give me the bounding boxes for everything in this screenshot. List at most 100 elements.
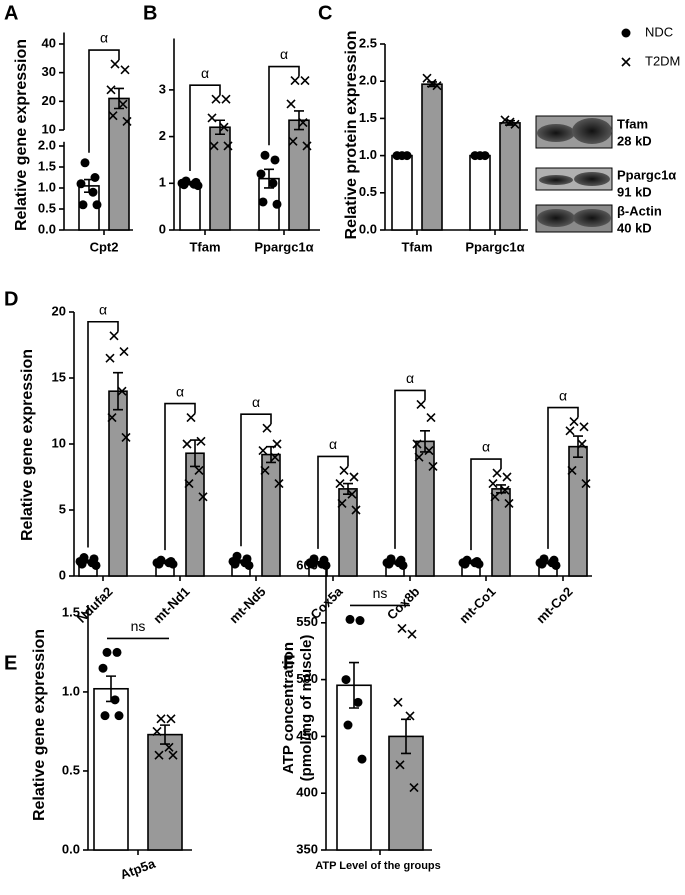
y-tick-label: 1 — [159, 175, 166, 190]
blot-band — [539, 175, 573, 185]
panel-letter: F — [283, 652, 295, 674]
data-point — [122, 116, 132, 126]
data-point — [460, 559, 470, 569]
bar — [288, 119, 310, 231]
data-point — [211, 94, 221, 104]
data-point — [349, 472, 359, 482]
bar — [261, 453, 281, 577]
data-point — [154, 750, 164, 760]
y-tick-label: 1.0 — [38, 179, 56, 194]
bar — [179, 182, 201, 231]
data-point — [244, 560, 254, 570]
significance-bracket — [394, 389, 426, 549]
y-tick-label: 1.0 — [359, 147, 377, 162]
y-tick-label: 1.0 — [62, 683, 80, 698]
data-point — [339, 465, 349, 475]
significance-label: α — [280, 46, 288, 62]
data-point — [274, 479, 284, 489]
data-point — [416, 399, 426, 409]
data-point — [567, 465, 577, 475]
bar — [209, 126, 231, 231]
y-axis-label: Relative protein expression — [343, 31, 360, 240]
data-point — [194, 465, 204, 475]
data-point — [302, 141, 312, 151]
data-point — [198, 492, 208, 502]
y-tick-label: 350 — [296, 841, 318, 856]
data-point — [118, 99, 128, 109]
data-point — [156, 714, 166, 724]
data-point — [351, 505, 361, 515]
data-point — [427, 78, 437, 88]
data-point — [117, 386, 127, 396]
data-point — [193, 181, 203, 191]
y-tick-label: 1.5 — [359, 110, 377, 125]
panel-letter: C — [318, 2, 332, 24]
significance-label: α — [100, 30, 108, 46]
data-point — [166, 714, 176, 724]
data-point — [551, 560, 561, 570]
y-tick-label: 2.0 — [359, 73, 377, 88]
y-tick-label: 0.0 — [62, 841, 80, 856]
significance-label: α — [406, 370, 414, 386]
panel-letter: E — [4, 652, 17, 674]
data-point — [110, 695, 120, 705]
data-point — [343, 720, 353, 730]
y-axis-label: Relative gene expression — [31, 629, 48, 821]
y-tick-label: 600 — [296, 557, 318, 572]
blot-label: β-Actin — [617, 203, 662, 218]
data-point — [565, 426, 575, 436]
data-point — [500, 115, 510, 125]
y-axis-label: Relative gene expression — [19, 349, 36, 541]
x-tick-label: Ppargc1α — [254, 239, 313, 254]
panel-letter: B — [143, 2, 157, 24]
data-point — [397, 623, 407, 634]
x-tick-label: Cpt2 — [90, 239, 119, 254]
blot-band — [572, 118, 612, 144]
y-tick-label: 3 — [159, 81, 166, 96]
y-tick-label: 0 — [159, 221, 166, 236]
bar — [336, 684, 372, 851]
data-point — [121, 432, 131, 442]
data-point — [414, 452, 424, 462]
bar — [147, 733, 183, 851]
bar — [391, 154, 413, 231]
error-bar — [113, 371, 123, 411]
y-tick-label: 5 — [59, 501, 66, 516]
data-point — [119, 347, 129, 357]
panel-letter: D — [4, 288, 18, 310]
data-point — [223, 141, 233, 151]
data-point — [272, 199, 282, 209]
data-point — [105, 353, 115, 363]
x-tick-label: Atp5a — [118, 856, 158, 883]
data-point — [270, 155, 280, 165]
data-point — [114, 711, 124, 721]
data-point — [179, 180, 189, 190]
data-point — [107, 413, 117, 423]
data-point — [91, 560, 101, 570]
data-point — [577, 439, 587, 449]
data-point — [98, 663, 108, 673]
data-point — [307, 559, 317, 569]
data-point — [260, 150, 270, 160]
legend-label: T2DM — [645, 53, 680, 68]
y-tick-label: 2 — [159, 128, 166, 143]
data-point — [256, 169, 266, 179]
error-bar — [215, 119, 225, 136]
data-point — [424, 446, 434, 456]
data-point — [502, 472, 512, 482]
significance-bracket — [317, 455, 349, 549]
x-tick-label: mt-Nd5 — [226, 584, 268, 626]
significance-bracket — [470, 458, 502, 551]
significance-bracket — [87, 320, 119, 548]
data-point — [581, 479, 591, 489]
significance-bracket — [164, 402, 196, 551]
data-point — [357, 754, 367, 764]
data-point — [355, 616, 365, 626]
data-point — [154, 559, 164, 569]
y-tick-label: 400 — [296, 785, 318, 800]
y-tick-label: 550 — [296, 614, 318, 629]
y-tick-label: 1.5 — [62, 604, 80, 619]
data-point — [164, 742, 174, 752]
y-tick-label: 0 — [59, 567, 66, 582]
data-point — [480, 151, 490, 161]
